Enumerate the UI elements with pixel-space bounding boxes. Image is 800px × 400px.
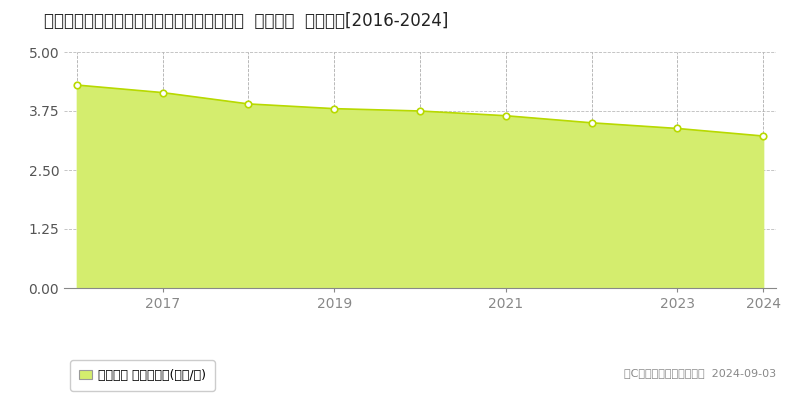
Text: （C）土地価格ドットコム  2024-09-03: （C）土地価格ドットコム 2024-09-03 [624,368,776,378]
Point [671,125,684,132]
Point [156,89,169,96]
Legend: 地価公示 平均坪単価(万円/坪): 地価公示 平均坪単価(万円/坪) [70,360,214,391]
Point [328,106,341,112]
Text: 愛知県知多郡南知多町大字山海字小山８９番  地価公示  地価推移[2016-2024]: 愛知県知多郡南知多町大字山海字小山８９番 地価公示 地価推移[2016-2024… [44,12,448,30]
Point [757,133,770,139]
Point [242,101,255,107]
Point [499,112,512,119]
Point [414,108,426,114]
Point [70,82,83,88]
Point [585,120,598,126]
